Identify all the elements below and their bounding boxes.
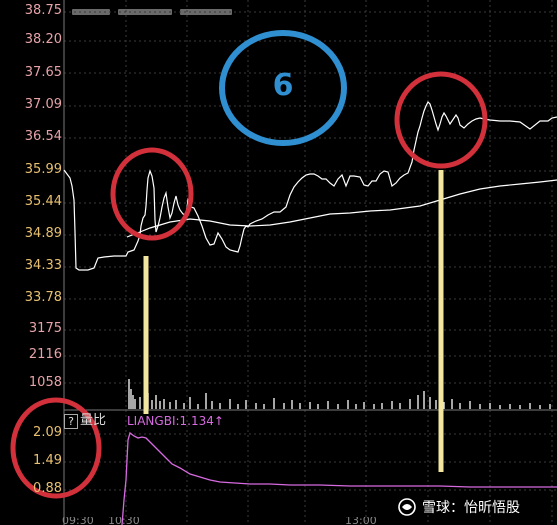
volume-tick-label: 3175 [28,321,62,336]
volume-tick-label: 1058 [28,375,62,390]
highlight-circle-afternoon-high [394,71,488,169]
price-tick-label: 36.54 [24,129,62,144]
liangbi-indicator: LIANGBI:1.134↑ [127,414,224,428]
help-icon[interactable]: ? [64,413,78,429]
time-label-open: 09:30 [62,517,94,525]
time-label-afternoon: 13:00 [345,517,377,525]
watermark: 雪球：怡昕悟股 [398,496,520,518]
price-tick-label: 35.99 [24,162,62,177]
ratio-tick-label: 1.49 [33,453,62,468]
price-tick-label: 38.75 [24,3,62,18]
ratio-tick-label: 0.88 [33,481,62,496]
ratio-tick-label: 2.09 [33,425,62,440]
price-tick-label: 38.20 [24,32,62,47]
annotation-circle [219,30,347,146]
ratio-panel-header: ? 量比 [64,412,106,430]
price-tick-label: 37.65 [24,65,62,80]
highlight-circle-ratio-labels [10,397,102,499]
price-tick-label: 34.89 [24,226,62,241]
price-tick-label: 33.78 [24,290,62,305]
volume-bars [128,379,551,409]
volume-tick-label: 2116 [28,347,62,362]
chart-grid [64,0,557,525]
price-tick-label: 37.09 [24,97,62,112]
highlight-circle-morning-spike [110,147,194,241]
watermark-text: 雪球：怡昕悟股 [422,500,520,516]
price-line [63,100,557,271]
annotation-number: 6 [272,68,294,103]
snowball-logo-icon [398,498,416,516]
volume-ratio-line [121,431,557,525]
time-label-mid: 10:30 [108,517,140,525]
price-tick-label: 35.44 [24,194,62,209]
price-tick-label: 34.33 [24,258,62,273]
ratio-panel-title: 量比 [80,413,107,428]
